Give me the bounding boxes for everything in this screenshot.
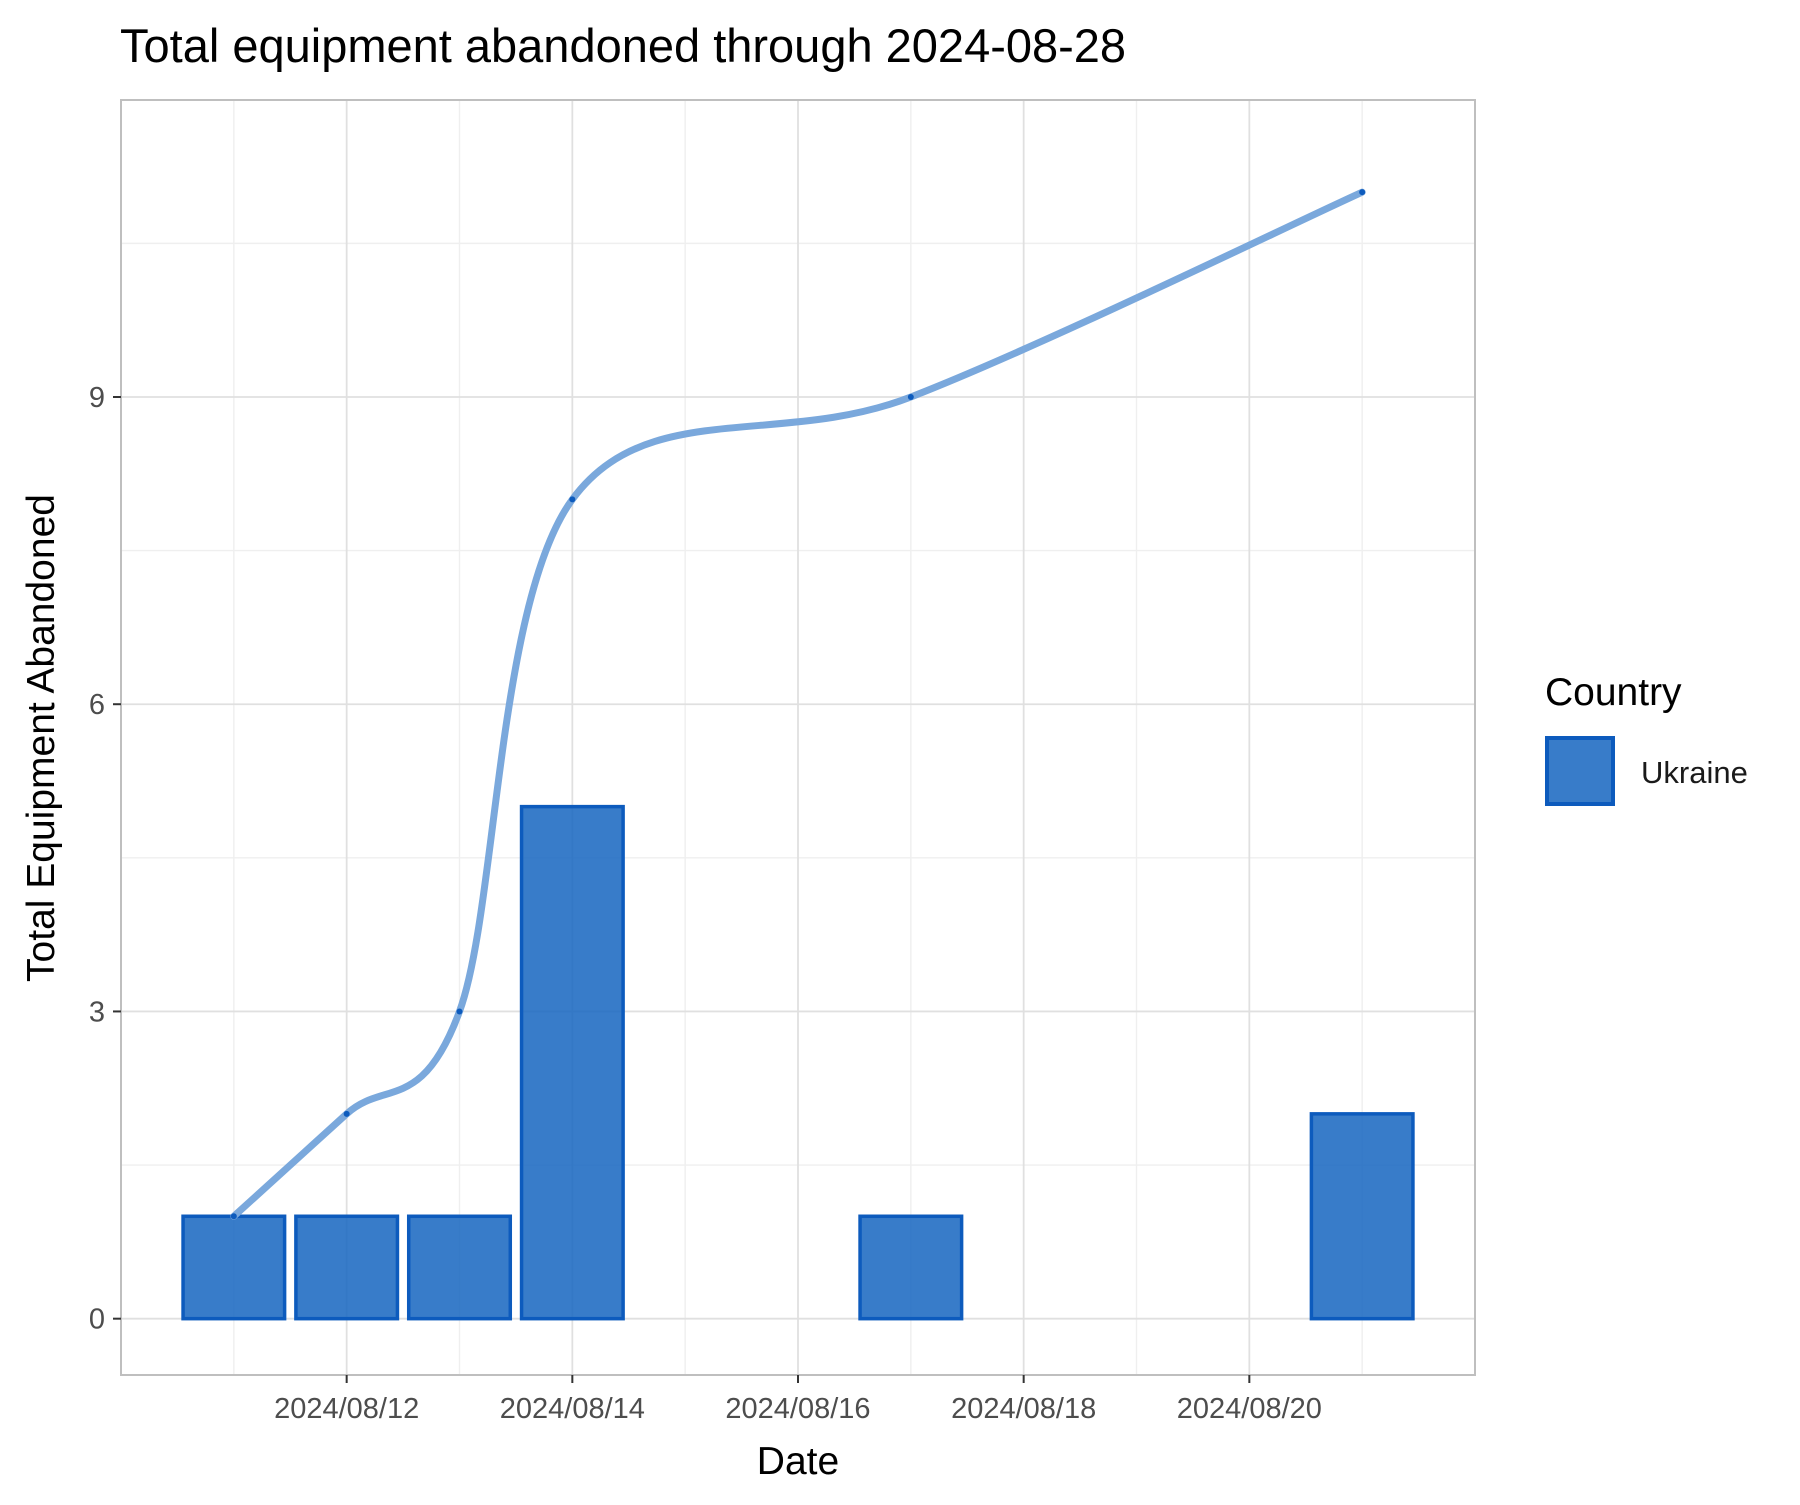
y-tick-label: 6 [89, 689, 105, 721]
cumulative-points [230, 189, 1366, 1220]
x-axis-title: Date [757, 1440, 839, 1483]
cumulative-point [343, 1110, 350, 1117]
cumulative-point [456, 1008, 463, 1015]
x-tick-label: 2024/08/14 [500, 1393, 645, 1425]
x-axis: 2024/08/12 2024/08/14 2024/08/16 2024/08/18… [274, 1375, 1322, 1425]
bar [181, 1214, 287, 1321]
legend-label-ukraine: Ukraine [1641, 755, 1748, 790]
x-tick-label: 2024/08/20 [1177, 1393, 1322, 1425]
legend-key-ukraine [1545, 736, 1615, 806]
bar [1309, 1112, 1415, 1321]
cumulative-point [1359, 189, 1366, 196]
cumulative-line-series [230, 188, 1366, 1220]
cumulative-line [230, 188, 1366, 1220]
cumulative-point [230, 1213, 237, 1220]
y-axis-title: Total Equipment Abandoned [20, 494, 63, 982]
x-tick-label: 2024/08/12 [274, 1393, 419, 1425]
y-axis: 0 3 6 9 [89, 382, 121, 1336]
bar [519, 804, 625, 1321]
chart-title: Total equipment abandoned through 2024-0… [120, 19, 1126, 72]
y-tick-label: 3 [89, 996, 105, 1028]
x-tick-label: 2024/08/18 [951, 1393, 1096, 1425]
cumulative-point [907, 393, 914, 400]
y-tick-label: 0 [89, 1304, 105, 1336]
cumulative-point [569, 496, 576, 503]
legend: Country Ukraine [1545, 671, 1748, 806]
legend-title: Country [1545, 671, 1682, 714]
bar [858, 1214, 964, 1321]
bar [294, 1214, 400, 1321]
x-tick-label: 2024/08/16 [725, 1393, 870, 1425]
y-tick-label: 9 [89, 382, 105, 414]
major-gridlines [121, 100, 1475, 1375]
bar [406, 1214, 513, 1321]
